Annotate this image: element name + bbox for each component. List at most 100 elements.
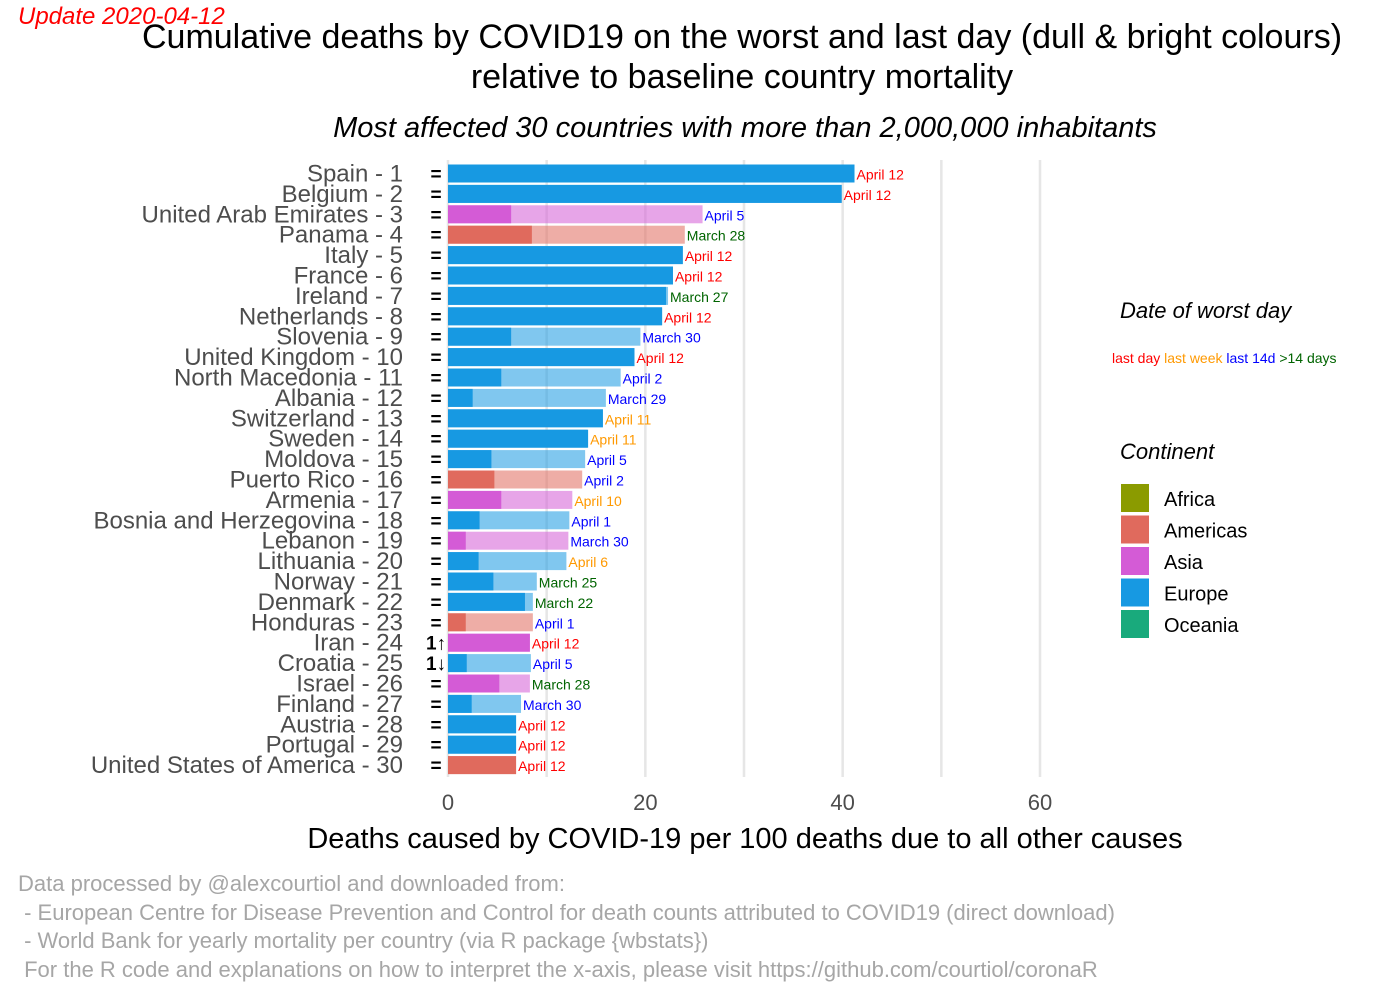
country-label: Honduras - 23 [251,609,403,636]
caption-line: - European Centre for Disease Prevention… [18,900,1115,925]
legend-swatch [1121,610,1149,638]
bar-last-day [448,286,667,305]
bar-last-day [448,388,473,407]
bar-last-day [448,429,589,448]
rank-change: = [430,409,441,430]
country-label: Denmark - 22 [258,589,403,616]
worst-day-label: April 2 [584,473,624,489]
legend-continent-label: Europe [1164,584,1229,606]
x-tick-label: 20 [633,790,657,815]
rank-change: = [430,348,441,369]
worst-day-label: March 29 [608,391,667,407]
rank-change: = [430,573,441,594]
bar-last-day [448,266,673,285]
country-label: Bosnia and Herzegovina - 18 [93,507,403,534]
bar-last-day [448,246,683,265]
rank-change: 1↓ [426,654,446,675]
rank-change: = [430,328,441,349]
bar-worst-day [448,654,531,673]
worst-day-label: April 11 [590,432,637,448]
worst-day-label: April 5 [533,656,573,672]
bar-last-day [448,552,479,571]
country-label: Italy - 5 [324,242,403,269]
rank-change: = [430,756,441,777]
bar-last-day [448,613,466,632]
worst-day-label: April 11 [605,411,652,427]
bar-last-day [448,490,502,509]
worst-day-label: March 30 [570,534,629,550]
rank-change: = [430,552,441,573]
rank-change: = [430,226,441,247]
rank-change: = [430,246,441,267]
bar-worst-day [448,613,533,632]
worst-day-label: April 10 [574,493,622,509]
x-tick-label: 0 [442,790,454,815]
rank-change: = [430,511,441,532]
legend-continent-label: Americas [1164,521,1247,543]
bar-last-day [448,592,525,611]
country-label: North Macedonia - 11 [174,365,403,392]
legend-date-item: last 14d [1223,350,1276,366]
rank-change: = [430,389,441,410]
legend-continent-label: Africa [1164,489,1216,511]
country-label: France - 6 [294,263,403,290]
country-label: United States of America - 30 [91,752,403,779]
country-label: Croatia - 25 [278,650,403,677]
bar-last-day [448,531,466,550]
worst-day-label: March 30 [523,697,582,713]
rank-change: = [430,675,441,696]
legend-date-title: Date of worst day [1120,298,1293,323]
legend-swatch [1121,547,1149,575]
rank-change: = [430,491,441,512]
caption-line: For the R code and explanations on how t… [18,957,1098,982]
bar-last-day [448,409,603,428]
country-label: Portugal - 29 [266,732,403,759]
bar-last-day [448,735,517,754]
legend-swatch [1121,484,1149,512]
worst-day-label: April 12 [636,350,684,366]
bar-last-day [448,348,635,367]
country-label: Austria - 28 [280,711,403,738]
country-label: Spain - 1 [307,161,403,188]
bar-last-day [448,225,532,244]
rank-change: = [430,532,441,553]
bar-last-day [448,307,663,326]
worst-day-labels: April 12 April 12 April 5 March 28 April 12 A… [518,167,904,775]
legend-continent: Continent Africa Americas Asia Europe Oceani… [1120,439,1247,638]
legend-date-item: >14 days [1275,350,1336,366]
update-label: Update 2020-04-12 [18,3,225,30]
rank-change: = [430,430,441,451]
country-label: Moldova - 15 [264,446,403,473]
country-label: Ireland - 7 [295,283,403,310]
worst-day-label: April 12 [664,309,712,325]
worst-day-label: April 2 [623,371,663,387]
country-label: Lithuania - 20 [258,548,403,575]
country-label: Israel - 26 [296,671,403,698]
caption-line: Data processed by @alexcourtiol and down… [18,871,565,896]
rank-change: = [430,715,441,736]
bar-last-day [448,674,500,693]
chart-subtitle: Most affected 30 countries with more tha… [333,112,1157,144]
bar-last-day [448,450,492,469]
worst-day-label: March 28 [532,677,591,693]
rank-changes: =======================1↑1↓===== [426,165,446,778]
bar-last-day [448,368,502,387]
rank-change: = [430,369,441,390]
legend-continent-label: Asia [1164,552,1204,574]
worst-day-label: April 12 [857,167,905,183]
bar-last-day [448,205,512,224]
country-label: Norway - 21 [274,569,403,596]
bar-worst-day [448,531,569,550]
country-label: United Arab Emirates - 3 [142,201,403,228]
bar-last-day [448,164,855,183]
bar-last-day [448,511,480,530]
chart-title-line2: relative to baseline country mortality [471,58,1013,96]
legend-continent-label: Oceania [1164,615,1239,637]
worst-day-label: April 12 [518,717,566,733]
country-label: Slovenia - 9 [276,324,403,351]
worst-day-label: March 28 [687,228,746,244]
country-label: Switzerland - 13 [231,405,403,432]
country-label: United Kingdom - 10 [184,344,403,371]
